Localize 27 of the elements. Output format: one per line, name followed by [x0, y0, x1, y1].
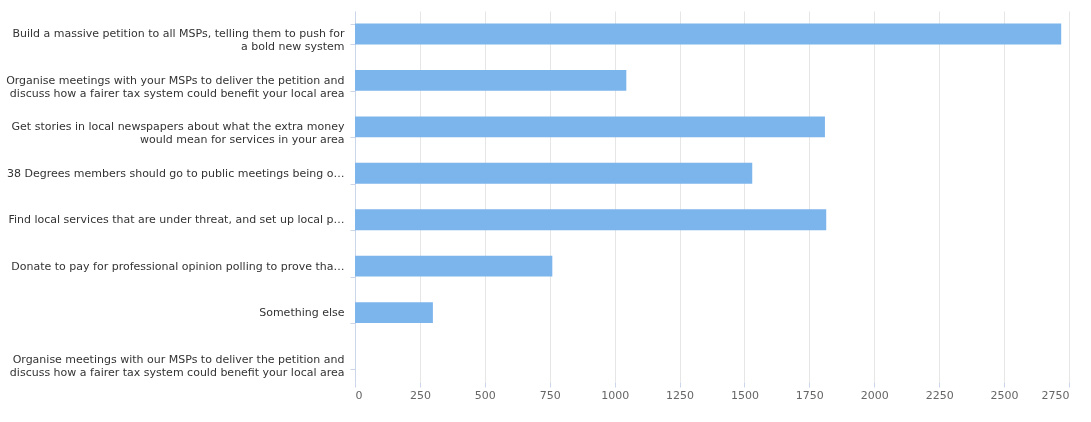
x-tick-label: 2250 [925, 388, 954, 402]
y-tick-label: Organise meetings with our MSPs to deliver the petition and discuss how a fairer tax system could benefit your local area [9, 352, 345, 379]
bar [355, 162, 753, 184]
y-tick-label: Something else [259, 306, 345, 320]
x-tick-label: 1750 [795, 388, 824, 402]
bar [355, 23, 1062, 45]
y-tick-label: Donate to pay for professional opinion polling to prove tha… [11, 259, 345, 273]
y-tick-label: Organise meetings with your MSPs to deliver the petition and discuss how a fairer tax system could benefit your local area [6, 73, 345, 100]
x-tick-label: 1500 [730, 388, 759, 402]
x-tick-label: 250 [409, 388, 431, 402]
x-tick-label: 2000 [860, 388, 889, 402]
bar [355, 116, 825, 138]
x-tick-label: 1000 [601, 388, 630, 402]
x-tick-label: 0 [355, 388, 363, 402]
y-tick-label: Build a massive petition to all MSPs, telling them to push for a bold new system [12, 27, 345, 54]
bar [355, 302, 433, 324]
bar [355, 69, 627, 91]
y-tick-label: 38 Degrees members should go to public meetings being o… [6, 166, 345, 180]
x-tick-label: 1250 [666, 388, 695, 402]
x-tick-label: 750 [539, 388, 561, 402]
y-tick-label: Find local services that are under threat, and set up local p… [8, 213, 345, 227]
bar [355, 209, 827, 231]
x-tick-label: 2750 [1041, 388, 1070, 402]
y-tick-label: Get stories in local newspapers about what the extra money would mean for services in your area [11, 120, 345, 147]
x-tick-label: 2500 [990, 388, 1019, 402]
bar [355, 255, 553, 277]
x-tick-label: 500 [474, 388, 496, 402]
